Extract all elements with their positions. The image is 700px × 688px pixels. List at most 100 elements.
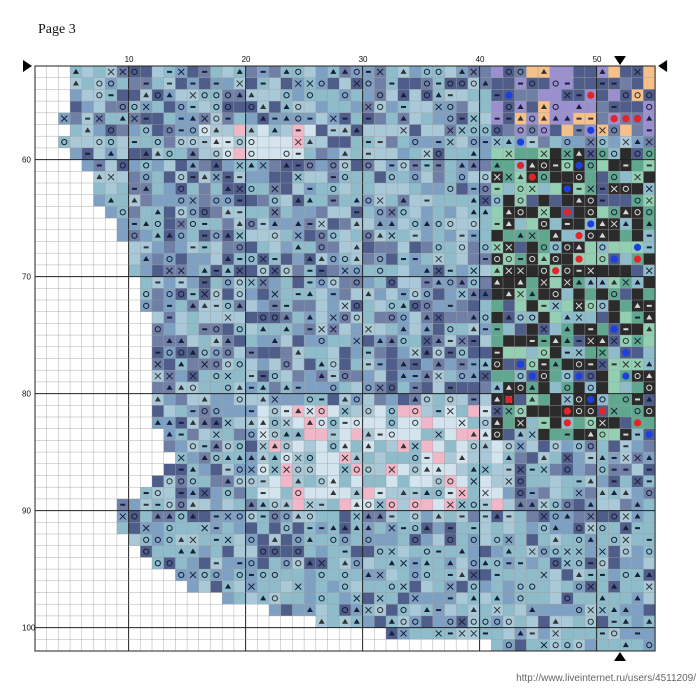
stitch-symbol xyxy=(353,314,360,321)
stitch-cell xyxy=(152,171,164,183)
stitch-symbol xyxy=(563,150,571,158)
stitch-cell xyxy=(374,604,386,616)
stitch-cell xyxy=(421,124,433,137)
stitch-cell xyxy=(152,405,164,417)
stitch-cell xyxy=(503,592,515,605)
watermark-url[interactable]: http://www.liveinternet.ru/users/4511209… xyxy=(516,673,696,684)
row-number: 60 xyxy=(22,156,31,165)
stitch-cell xyxy=(514,147,527,160)
stitch-cell xyxy=(467,124,480,137)
stitch-symbol xyxy=(505,642,512,649)
stitch-symbol xyxy=(330,255,337,263)
stitch-symbol xyxy=(342,68,349,74)
stitch-symbol xyxy=(213,269,219,272)
stitch-cell xyxy=(175,159,188,172)
stitch-symbol xyxy=(599,606,606,614)
stitch-symbol xyxy=(295,244,302,250)
stitch-symbol xyxy=(423,466,430,472)
stitch-symbol xyxy=(143,117,149,120)
stitch-symbol xyxy=(553,164,559,167)
stitch-symbol xyxy=(307,269,313,272)
stitch-cell xyxy=(350,569,363,581)
stitch-cell xyxy=(163,534,176,546)
stitch-cell xyxy=(631,346,644,359)
stitch-cell xyxy=(245,183,258,195)
stitch-symbol xyxy=(201,524,209,532)
stitch-symbol xyxy=(236,513,243,520)
stitch-symbol xyxy=(260,70,266,73)
stitch-cell xyxy=(573,417,585,429)
stitch-symbol xyxy=(143,492,149,495)
stitch-symbol xyxy=(248,150,255,157)
stitch-symbol xyxy=(517,431,524,437)
stitch-cell xyxy=(315,241,328,254)
stitch-symbol xyxy=(599,595,606,601)
stitch-cell xyxy=(397,534,410,546)
stitch-symbol xyxy=(318,325,326,333)
stitch-symbol xyxy=(599,232,606,238)
stitch-cell xyxy=(608,241,620,254)
stitch-cell xyxy=(409,545,422,558)
stitch-cell xyxy=(514,604,527,616)
stitch-cell xyxy=(327,463,340,476)
stitch-cell xyxy=(397,264,410,277)
stitch-symbol xyxy=(435,630,443,637)
stitch-cell xyxy=(444,276,457,289)
stitch-symbol xyxy=(494,384,501,390)
stitch-cell xyxy=(561,288,574,300)
stitch-cell xyxy=(128,241,141,254)
stitch-cell xyxy=(561,627,574,640)
stitch-cell xyxy=(608,229,620,242)
bead-dot xyxy=(610,325,618,333)
stitch-cell xyxy=(257,264,269,277)
stitch-symbol xyxy=(587,302,594,309)
stitch-symbol xyxy=(552,501,559,508)
stitch-cell xyxy=(549,417,562,429)
stitch-cell xyxy=(163,147,176,160)
stitch-cell xyxy=(233,335,246,347)
stitch-symbol xyxy=(470,431,477,437)
stitch-cell xyxy=(643,77,656,90)
stitch-cell xyxy=(152,288,164,300)
stitch-cell xyxy=(549,323,562,336)
stitch-cell xyxy=(280,183,293,195)
stitch-cell xyxy=(620,66,632,78)
stitch-cell xyxy=(116,522,129,534)
stitch-cell xyxy=(222,147,234,160)
stitch-cell xyxy=(479,522,492,534)
stitch-symbol xyxy=(365,141,371,144)
stitch-symbol xyxy=(540,162,548,169)
stitch-symbol xyxy=(306,92,314,99)
stitch-cell xyxy=(397,615,410,628)
stitch-cell xyxy=(374,171,386,183)
stitch-cell xyxy=(257,183,269,195)
stitch-symbol xyxy=(189,209,197,216)
stitch-symbol xyxy=(225,468,231,471)
stitch-symbol xyxy=(143,185,150,191)
stitch-cell xyxy=(386,498,398,511)
stitch-symbol xyxy=(341,255,349,263)
stitch-symbol xyxy=(611,363,617,366)
stitch-symbol xyxy=(365,80,372,87)
stitch-cell xyxy=(350,136,363,148)
stitch-symbol xyxy=(575,548,583,555)
stitch-cell xyxy=(596,522,609,534)
stitch-symbol xyxy=(388,431,395,438)
stitch-symbol xyxy=(575,302,583,310)
stitch-cell xyxy=(210,206,223,219)
stitch-cell xyxy=(304,124,316,137)
stitch-symbol xyxy=(436,410,442,413)
stitch-cell xyxy=(163,276,176,289)
stitch-symbol xyxy=(564,595,571,602)
stitch-symbol xyxy=(470,314,477,320)
bead-dot xyxy=(610,115,618,123)
stitch-cell xyxy=(280,440,293,453)
stitch-symbol xyxy=(248,103,255,111)
stitch-symbol xyxy=(377,220,384,226)
stitch-symbol xyxy=(295,197,302,203)
stitch-cell xyxy=(292,112,305,125)
stitch-symbol xyxy=(283,267,290,274)
stitch-symbol xyxy=(599,82,605,85)
stitch-cell xyxy=(350,534,363,546)
stitch-cell xyxy=(198,346,211,359)
